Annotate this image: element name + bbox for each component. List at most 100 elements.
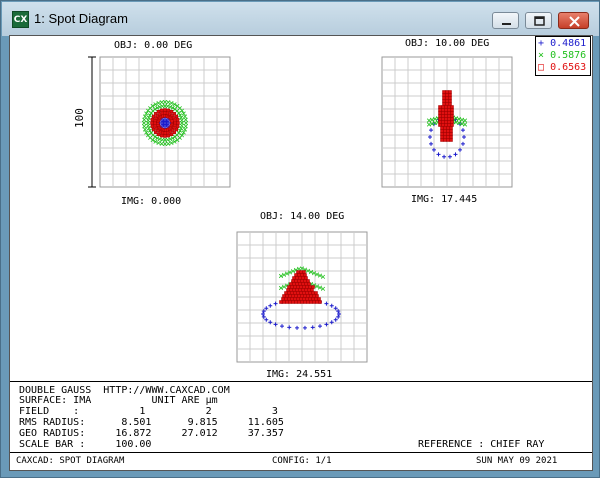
blue-ray-mark — [429, 128, 434, 133]
green-ray-mark — [169, 100, 174, 106]
red-ray-mark — [442, 93, 446, 97]
status-center: CONFIG: 1/1 — [272, 456, 332, 466]
green-ray-mark — [172, 102, 177, 107]
info-line-title: DOUBLE GAUSS HTTP://WWW.CAXCAD.COM — [19, 385, 230, 396]
title-bar[interactable]: CX 1: Spot Diagram — [2, 2, 599, 36]
red-ray-mark — [300, 279, 304, 283]
red-ray-mark — [301, 288, 305, 292]
red-ray-mark — [438, 117, 442, 121]
red-ray-mark — [294, 279, 298, 283]
red-ray-mark — [449, 126, 453, 130]
green-ray-mark — [155, 136, 160, 141]
green-ray-mark — [168, 104, 173, 109]
red-ray-mark — [295, 276, 299, 280]
close-button[interactable] — [558, 12, 589, 29]
red-ray-mark — [445, 93, 449, 97]
red-ray-mark — [438, 120, 442, 124]
red-ray-mark — [285, 300, 289, 304]
red-ray-mark — [450, 105, 454, 109]
red-ray-mark — [150, 121, 154, 125]
maximize-button[interactable] — [525, 12, 552, 29]
red-ray-mark — [303, 279, 307, 283]
info-line-surface: SURFACE: IMA UNIT ARE µm — [19, 395, 218, 406]
red-ray-mark — [438, 114, 442, 118]
scale-bar-label: 100 — [73, 108, 86, 128]
red-ray-mark — [447, 111, 451, 115]
red-ray-mark — [279, 300, 283, 304]
red-ray-mark — [172, 130, 176, 134]
green-ray-mark — [179, 126, 184, 131]
green-ray-mark — [317, 285, 323, 290]
red-ray-mark — [314, 291, 318, 295]
green-ray-mark — [153, 139, 158, 144]
green-ray-mark — [162, 141, 168, 147]
red-ray-mark — [297, 294, 301, 298]
blue-ray-mark — [324, 301, 329, 306]
green-ray-mark — [175, 137, 180, 143]
blue-ray-mark — [287, 325, 292, 330]
green-ray-mark — [432, 120, 438, 126]
red-ray-mark — [292, 282, 296, 286]
red-ray-mark — [444, 111, 448, 115]
plot-2-obj-label: OBJ: 10.00 DEG — [405, 38, 489, 49]
blue-ray-mark — [280, 324, 284, 329]
red-ray-mark — [303, 300, 307, 304]
red-ray-mark — [450, 117, 454, 121]
wavelength-legend: + 0.4861 × 0.5876 □ 0.6563 — [535, 36, 591, 76]
green-ray-mark — [156, 100, 161, 106]
red-ray-mark — [308, 297, 312, 301]
red-ray-mark — [299, 291, 303, 295]
red-ray-mark — [290, 291, 294, 295]
red-ray-mark — [309, 300, 313, 304]
red-ray-mark — [445, 90, 449, 94]
blue-ray-mark — [442, 154, 447, 159]
green-ray-mark — [182, 127, 188, 132]
green-ray-mark — [290, 269, 296, 274]
green-ray-mark — [157, 137, 162, 142]
red-ray-mark — [444, 108, 448, 112]
legend-row-1: + 0.4861 — [538, 38, 587, 49]
red-ray-mark — [443, 138, 447, 142]
plot-3-img-label: IMG: 24.551 — [266, 369, 332, 380]
red-ray-mark — [440, 132, 444, 136]
red-ray-mark — [300, 300, 304, 304]
red-ray-mark — [306, 294, 310, 298]
legend-row-3: □ 0.6563 — [538, 62, 587, 73]
red-ray-mark — [295, 282, 299, 286]
red-ray-mark — [150, 124, 155, 129]
maximize-icon — [534, 16, 545, 26]
red-ray-mark — [446, 126, 450, 130]
green-ray-mark — [170, 105, 175, 110]
red-ray-mark — [294, 300, 298, 304]
green-ray-mark — [144, 130, 149, 135]
red-ray-mark — [447, 114, 451, 118]
green-ray-mark — [146, 115, 151, 120]
red-ray-mark — [440, 135, 444, 139]
minimize-button[interactable] — [492, 12, 519, 29]
green-ray-mark — [183, 120, 189, 126]
red-ray-mark — [442, 102, 446, 106]
red-ray-mark — [450, 114, 454, 118]
green-ray-mark — [153, 102, 158, 107]
red-ray-mark — [440, 126, 444, 130]
status-left: CAXCAD: SPOT DIAGRAM — [16, 456, 125, 466]
red-ray-mark — [450, 108, 454, 112]
green-ray-mark — [176, 110, 181, 116]
red-ray-mark — [291, 294, 295, 298]
red-ray-mark — [317, 297, 321, 301]
status-right: SUN MAY 09 2021 — [476, 456, 558, 466]
red-ray-mark — [284, 291, 288, 295]
green-ray-mark — [166, 141, 171, 146]
green-ray-mark — [183, 117, 188, 122]
green-ray-mark — [453, 120, 459, 125]
blue-ray-mark — [447, 154, 452, 159]
red-ray-mark — [295, 288, 299, 292]
info-line-rms: RMS RADIUS: 8.501 9.815 11.605 — [19, 417, 284, 428]
info-line-scale: SCALE BAR : 100.00 — [19, 439, 152, 450]
green-ray-mark — [150, 103, 155, 109]
green-ray-mark — [166, 100, 171, 105]
red-ray-mark — [306, 300, 310, 304]
red-ray-mark — [302, 285, 306, 289]
green-ray-mark — [147, 128, 152, 133]
